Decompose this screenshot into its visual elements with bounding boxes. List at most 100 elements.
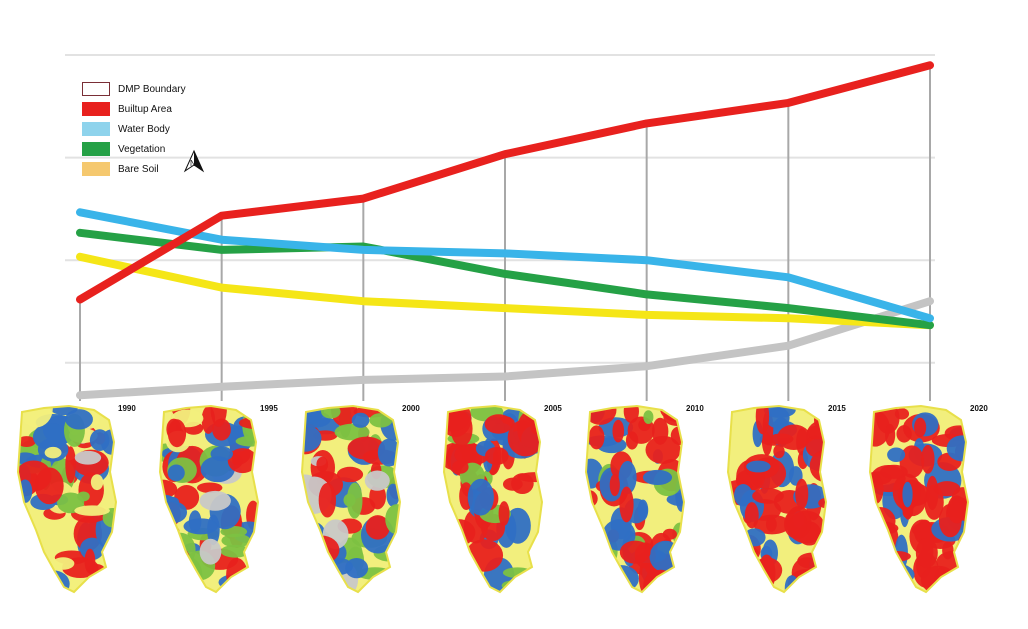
map-year-label-2020: 2020 bbox=[970, 404, 988, 413]
map-year-label-1995: 1995 bbox=[260, 404, 278, 413]
map-patch-2000-50 bbox=[364, 470, 390, 491]
map-patch-2015-27 bbox=[728, 567, 750, 592]
map-patch-2005-68 bbox=[467, 478, 494, 516]
map-patch-2015-52 bbox=[809, 449, 826, 483]
land-use-map-2000 bbox=[300, 404, 402, 594]
map-patch-2000-53 bbox=[351, 412, 370, 428]
map-fill-2020 bbox=[870, 406, 968, 592]
legend-item-baresoil: Bare Soil bbox=[82, 159, 212, 179]
map-patch-2015-31 bbox=[810, 581, 825, 592]
map-patch-1995-65 bbox=[221, 533, 251, 548]
map-patch-1990-40 bbox=[65, 446, 76, 484]
map-patch-2010-52 bbox=[612, 419, 625, 443]
map-patch-2020-62 bbox=[921, 444, 935, 474]
map-patch-1990-68 bbox=[74, 505, 110, 516]
map-patch-2010-50 bbox=[618, 460, 637, 495]
map-patch-2005-12 bbox=[444, 574, 462, 592]
map-patch-1990-59 bbox=[52, 557, 75, 570]
map-patch-2015-68 bbox=[806, 425, 826, 440]
map-patch-2000-64 bbox=[303, 535, 340, 565]
map-patch-1995-55 bbox=[210, 406, 227, 427]
map-patch-2010-18 bbox=[586, 458, 604, 489]
map-patch-2020-56 bbox=[885, 423, 896, 447]
map-patch-1990-1 bbox=[18, 555, 41, 577]
map-patch-2010-63 bbox=[586, 490, 598, 508]
map-patch-1995-60 bbox=[220, 544, 250, 558]
map-patch-2020-64 bbox=[875, 540, 893, 551]
land-use-map-2005 bbox=[442, 404, 544, 594]
map-patch-2000-27 bbox=[313, 563, 331, 592]
map-year-label-2000: 2000 bbox=[402, 404, 420, 413]
legend-swatch-water bbox=[82, 122, 110, 136]
map-year-label-2010: 2010 bbox=[686, 404, 704, 413]
map-patch-2000-5 bbox=[369, 484, 386, 510]
map-patch-2020-23 bbox=[896, 425, 912, 443]
map-fill-2010 bbox=[586, 406, 684, 592]
map-patch-2020-7 bbox=[870, 562, 895, 588]
map-patch-2000-66 bbox=[386, 483, 400, 507]
legend-swatch-baresoil bbox=[82, 162, 110, 176]
map-patch-2000-40 bbox=[369, 413, 393, 428]
chart-legend: DMP Boundary Builtup Area Water Body Vegeta… bbox=[82, 79, 212, 179]
map-patch-2020-60 bbox=[915, 537, 938, 568]
map-patch-2010-40 bbox=[642, 469, 673, 486]
map-patch-2005-15 bbox=[444, 559, 471, 574]
map-patch-1990-51 bbox=[90, 474, 104, 491]
land-use-map-1990 bbox=[16, 404, 118, 594]
chart-series bbox=[76, 61, 934, 400]
map-patch-2005-54 bbox=[452, 460, 469, 474]
map-patch-2015-67 bbox=[752, 488, 784, 504]
north-arrow-icon: N bbox=[183, 149, 205, 173]
map-boundary-2010 bbox=[584, 404, 686, 594]
map-patch-2015-44 bbox=[795, 478, 809, 510]
map-boundary-1995 bbox=[158, 404, 260, 594]
map-patch-2010-62 bbox=[619, 540, 651, 564]
map-patch-1995-28 bbox=[218, 574, 254, 591]
map-patch-1995-66 bbox=[199, 538, 222, 565]
map-patch-2010-67 bbox=[652, 417, 669, 445]
map-patch-2010-44 bbox=[600, 547, 613, 568]
map-patch-2020-37 bbox=[926, 475, 939, 511]
map-patch-2015-59 bbox=[815, 541, 826, 572]
map-patch-1990-60 bbox=[44, 446, 62, 459]
land-use-map-1995 bbox=[158, 404, 260, 594]
map-boundary-2005 bbox=[442, 404, 544, 594]
map-patch-2000-2 bbox=[302, 538, 311, 563]
map-patch-2000-46 bbox=[318, 482, 337, 518]
land-use-map-2020 bbox=[868, 404, 970, 594]
legend-item-vegetation: Vegetation bbox=[82, 139, 212, 159]
map-patch-2000-38 bbox=[345, 558, 369, 579]
map-patch-2005-56 bbox=[498, 501, 510, 526]
map-patch-2000-68 bbox=[302, 530, 317, 564]
map-patch-2000-51 bbox=[334, 423, 370, 441]
map-boundary-2020 bbox=[868, 404, 970, 594]
map-patch-2010-69 bbox=[609, 473, 620, 497]
map-patch-2015-61 bbox=[744, 502, 759, 529]
map-patch-2020-51 bbox=[914, 417, 927, 438]
map-patch-2010-54 bbox=[623, 406, 639, 424]
map-patch-2020-69 bbox=[902, 481, 913, 508]
map-patch-2020-25 bbox=[872, 569, 907, 588]
map-patch-2015-62 bbox=[752, 557, 783, 584]
map-patch-2015-2 bbox=[728, 528, 745, 547]
legend-label-vegetation: Vegetation bbox=[118, 143, 166, 155]
map-year-label-2005: 2005 bbox=[544, 404, 562, 413]
map-patch-2020-63 bbox=[894, 408, 910, 420]
map-patch-2010-61 bbox=[619, 486, 634, 523]
map-patch-2000-30 bbox=[313, 569, 335, 592]
map-patch-1990-53 bbox=[32, 423, 69, 451]
map-patch-1990-36 bbox=[18, 568, 41, 592]
map-fill-1990 bbox=[18, 406, 116, 592]
map-patch-2005-20 bbox=[444, 577, 474, 588]
map-patch-2005-53 bbox=[484, 414, 513, 434]
map-patch-1990-61 bbox=[36, 570, 70, 592]
map-patch-2020-61 bbox=[870, 528, 890, 555]
map-patch-2015-58 bbox=[765, 516, 777, 532]
map-patch-1995-63 bbox=[200, 456, 235, 483]
map-patch-2015-34 bbox=[818, 563, 826, 592]
map-patch-2015-51 bbox=[765, 407, 790, 429]
map-patch-2010-59 bbox=[649, 540, 682, 573]
map-patch-2005-67 bbox=[444, 408, 469, 432]
map-patch-2020-53 bbox=[956, 531, 968, 568]
map-patch-1995-57 bbox=[238, 416, 258, 429]
